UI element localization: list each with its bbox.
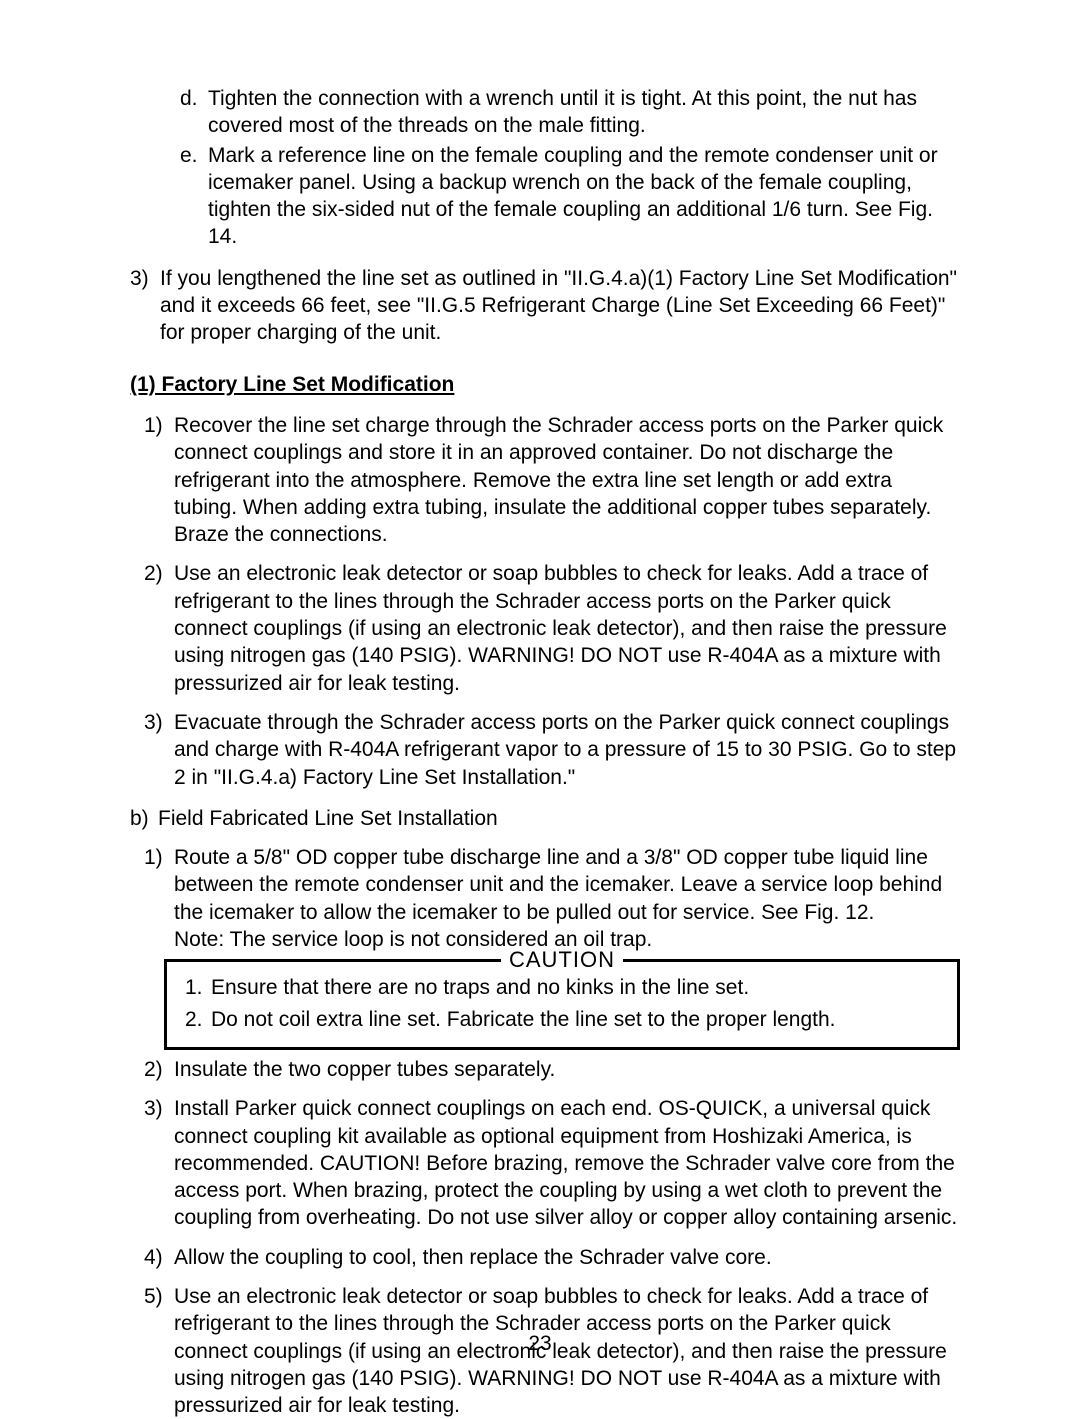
text-b-3: Install Parker quick connect couplings o…: [174, 1095, 960, 1231]
top-group: d. Tighten the connection with a wrench …: [130, 85, 960, 251]
mod-2: 2) Use an electronic leak detector or so…: [144, 560, 960, 696]
caution-marker-2: 2.: [185, 1006, 211, 1033]
caution-label: CAUTION: [501, 946, 623, 975]
mod-group: 1) Recover the line set charge through t…: [130, 412, 960, 791]
marker-b-2: 2): [144, 1056, 174, 1083]
caution-line-1: 1. Ensure that there are no traps and no…: [185, 974, 939, 1001]
heading-factory-mod: (1) Factory Line Set Modification: [130, 371, 960, 398]
caution-line-2: 2. Do not coil extra line set. Fabricate…: [185, 1006, 939, 1033]
text-b-label: Field Fabricated Line Set Installation: [158, 805, 498, 832]
caution-text-2: Do not coil extra line set. Fabricate th…: [211, 1006, 836, 1033]
page-number: 23: [528, 1330, 551, 1357]
mod-1: 1) Recover the line set charge through t…: [144, 412, 960, 548]
marker-b-3: 3): [144, 1095, 174, 1231]
text-top-3: If you lengthened the line set as outlin…: [160, 265, 960, 347]
text-b-4: Allow the coupling to cool, then replace…: [174, 1244, 772, 1271]
b-4: 4) Allow the coupling to cool, then repl…: [144, 1244, 960, 1271]
marker-b: b): [130, 805, 158, 832]
marker-d: d.: [180, 85, 208, 140]
text-d: Tighten the connection with a wrench unt…: [208, 85, 960, 140]
item-top-3: 3) If you lengthened the line set as out…: [130, 265, 960, 347]
marker-b-1: 1): [144, 844, 174, 953]
text-e: Mark a reference line on the female coup…: [208, 142, 960, 251]
marker-mod-3: 3): [144, 709, 174, 791]
item-d: d. Tighten the connection with a wrench …: [180, 85, 960, 140]
text-mod-2: Use an electronic leak detector or soap …: [174, 560, 960, 696]
text-b-5: Use an electronic leak detector or soap …: [174, 1283, 960, 1419]
text-mod-3: Evacuate through the Schrader access por…: [174, 709, 960, 791]
caution-marker-1: 1.: [185, 974, 211, 1001]
mod-3: 3) Evacuate through the Schrader access …: [144, 709, 960, 791]
b-2: 2) Insulate the two copper tubes separat…: [144, 1056, 960, 1083]
b-1: 1) Route a 5/8" OD copper tube discharge…: [144, 844, 960, 953]
text-b-1: Route a 5/8" OD copper tube discharge li…: [174, 844, 960, 953]
text-mod-1: Recover the line set charge through the …: [174, 412, 960, 548]
page: d. Tighten the connection with a wrench …: [0, 0, 1080, 1397]
b-3: 3) Install Parker quick connect coupling…: [144, 1095, 960, 1231]
caution-box: CAUTION 1. Ensure that there are no trap…: [164, 959, 960, 1050]
marker-b-5: 5): [144, 1283, 174, 1419]
marker-3: 3): [130, 265, 160, 347]
marker-mod-2: 2): [144, 560, 174, 696]
item-e: e. Mark a reference line on the female c…: [180, 142, 960, 251]
caution-text: CAUTION: [509, 946, 615, 975]
b-5: 5) Use an electronic leak detector or so…: [144, 1283, 960, 1419]
caution-text-1: Ensure that there are no traps and no ki…: [211, 974, 749, 1001]
marker-e: e.: [180, 142, 208, 251]
marker-b-4: 4): [144, 1244, 174, 1271]
text-b-1a: Route a 5/8" OD copper tube discharge li…: [174, 846, 942, 924]
text-b-2: Insulate the two copper tubes separately…: [174, 1056, 555, 1083]
sub-b: b) Field Fabricated Line Set Installatio…: [130, 805, 960, 832]
marker-mod-1: 1): [144, 412, 174, 548]
